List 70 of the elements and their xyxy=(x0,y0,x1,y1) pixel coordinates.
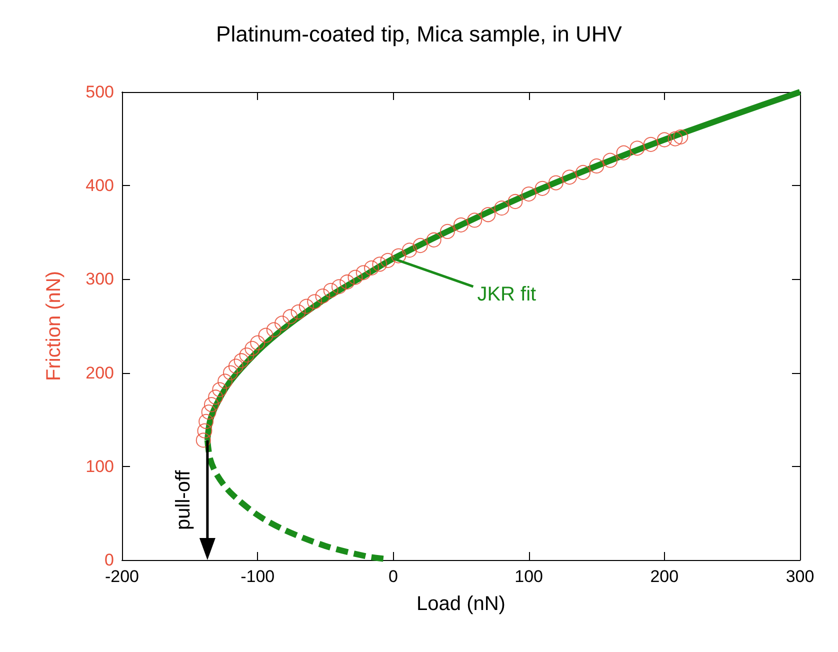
x-tick-label: -100 xyxy=(240,567,275,586)
point xyxy=(198,414,214,429)
point xyxy=(250,335,266,350)
x-tick-label: 100 xyxy=(514,567,543,586)
point xyxy=(426,232,442,248)
point xyxy=(348,270,363,285)
point xyxy=(340,274,355,290)
point xyxy=(372,256,388,272)
point xyxy=(196,432,211,448)
point xyxy=(204,397,219,412)
point xyxy=(412,238,428,253)
point xyxy=(508,194,523,210)
y-tick-label: 100 xyxy=(86,456,114,476)
point xyxy=(331,279,346,294)
point xyxy=(576,165,591,180)
point xyxy=(402,242,417,258)
point xyxy=(534,180,550,196)
point xyxy=(548,175,564,190)
point xyxy=(218,374,233,389)
point xyxy=(208,390,224,405)
point xyxy=(282,309,298,324)
point xyxy=(307,294,322,310)
y-tick-label: 300 xyxy=(86,270,114,289)
x-tick-label: 200 xyxy=(650,567,679,586)
chart-title: Platinum-coated tip, Mica sample, in UHV xyxy=(216,22,622,46)
point xyxy=(380,252,396,268)
point xyxy=(315,288,330,304)
point xyxy=(521,186,536,202)
annotation: pull-off xyxy=(172,470,194,530)
point xyxy=(589,158,604,174)
point xyxy=(364,260,380,276)
x-tick-label: 300 xyxy=(786,567,814,586)
point xyxy=(201,404,216,420)
y-tick-label: 0 xyxy=(104,550,114,570)
point xyxy=(656,132,672,148)
y-tick-label: 200 xyxy=(86,363,114,382)
point xyxy=(494,200,510,216)
point xyxy=(228,358,244,374)
point xyxy=(239,348,254,363)
point xyxy=(668,131,683,146)
point xyxy=(440,224,455,239)
point xyxy=(562,170,577,185)
point xyxy=(290,304,306,320)
point xyxy=(602,152,618,168)
y-tick-label: 500 xyxy=(86,82,114,102)
point xyxy=(197,423,212,438)
x-axis-title: Load (nN) xyxy=(416,593,506,615)
point xyxy=(274,316,290,331)
point xyxy=(356,265,371,280)
y-axis-title: Friction (nN) xyxy=(43,270,65,382)
point xyxy=(467,212,482,228)
point xyxy=(323,282,338,298)
annotation: JKR fit xyxy=(477,284,537,306)
point xyxy=(673,129,688,144)
point xyxy=(630,140,645,156)
point xyxy=(258,328,274,343)
point xyxy=(234,353,249,368)
x-tick-label: -200 xyxy=(104,567,140,586)
point xyxy=(222,365,238,380)
point xyxy=(212,382,228,398)
point xyxy=(266,322,282,338)
x-tick-label: 0 xyxy=(388,567,398,586)
y-tick-label: 400 xyxy=(86,176,114,196)
point xyxy=(298,298,314,314)
point xyxy=(616,145,632,160)
point xyxy=(454,217,468,232)
point xyxy=(480,207,496,222)
point xyxy=(391,248,406,264)
point xyxy=(643,136,658,152)
point xyxy=(244,340,260,356)
